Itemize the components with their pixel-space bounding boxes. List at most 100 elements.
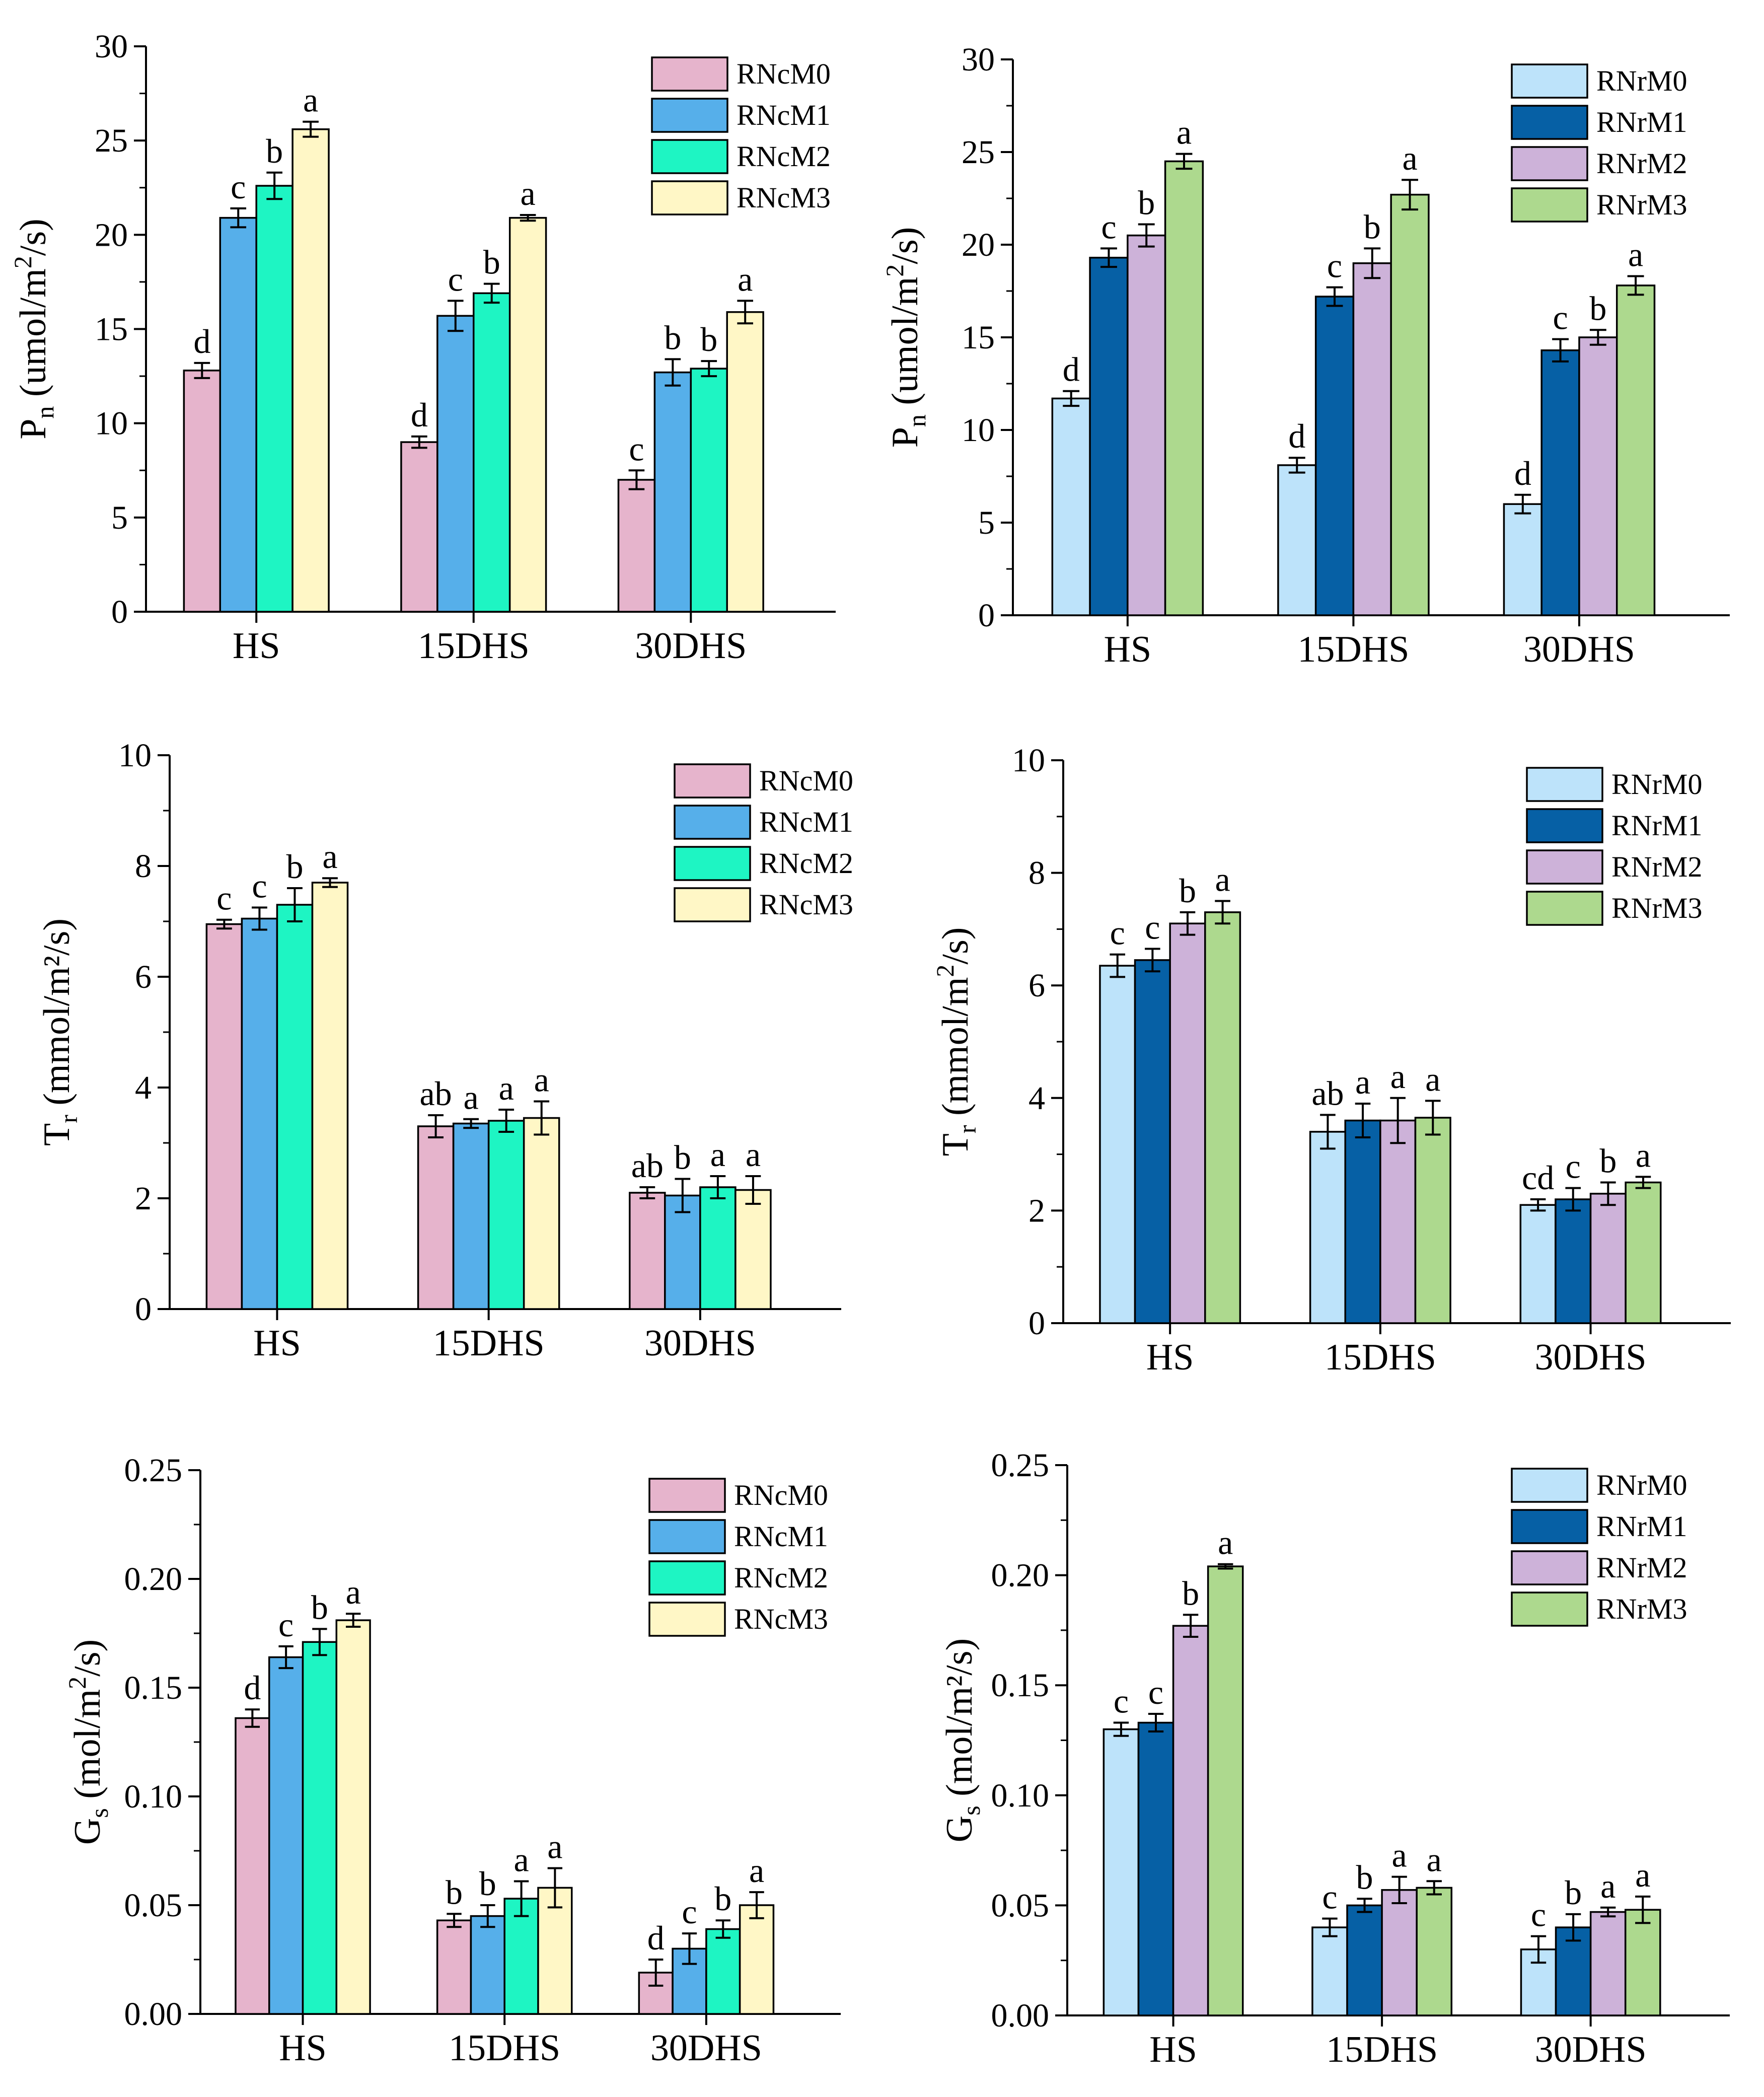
legend-label: RNrM3 bbox=[1611, 892, 1702, 924]
significance-letter: d bbox=[1514, 454, 1531, 492]
significance-letter: ab bbox=[631, 1146, 664, 1185]
bar-rncm3-15dhs bbox=[523, 1117, 560, 1310]
bar-rnrm1-15dhs bbox=[1314, 296, 1355, 616]
legend-swatch-rnrm2 bbox=[1511, 1550, 1588, 1585]
significance-letter: a bbox=[1390, 1057, 1406, 1096]
y-tick-label: 0.25 bbox=[124, 1452, 183, 1489]
legend-swatch-rncm3 bbox=[648, 1602, 726, 1637]
bar-rncm3-30dhs bbox=[726, 311, 764, 613]
y-tick-label: 0.20 bbox=[991, 1557, 1050, 1594]
significance-letter: a bbox=[1355, 1063, 1370, 1101]
legend-swatch-rnrm1 bbox=[1511, 1509, 1588, 1544]
legend-swatch-rnrm0 bbox=[1511, 1468, 1588, 1503]
y-tick-label: 6 bbox=[135, 959, 152, 995]
bar-rnrm2-30dhs bbox=[1589, 1911, 1627, 2016]
significance-letter: a bbox=[1425, 1060, 1440, 1098]
y-axis-label-sub: s bbox=[957, 1805, 985, 1815]
bar-rnrm2-hs bbox=[1127, 234, 1166, 616]
significance-letter: a bbox=[1427, 1840, 1442, 1878]
significance-letter: c bbox=[1114, 1682, 1129, 1720]
significance-letter: c bbox=[216, 879, 232, 917]
y-tick-label: 8 bbox=[1028, 855, 1045, 892]
y-tick-label: 2 bbox=[1028, 1192, 1045, 1229]
legend: RNcM0 RNcM1 RNcM2 RNcM3 bbox=[648, 1478, 828, 1637]
significance-letter: a bbox=[746, 1135, 761, 1174]
significance-letter: d bbox=[411, 396, 428, 434]
chart-panel-gs-rnc: 0.00 0.05 0.10 0.15 0.20 0.25 Gs (mol/m2/s) HS d… bbox=[63, 1452, 841, 2069]
x-category-label: HS bbox=[253, 1323, 301, 1364]
bar-rncm0-30dhs bbox=[617, 479, 656, 613]
bar-rnrm0-30dhs bbox=[1519, 1204, 1557, 1324]
y-tick-label: 0.15 bbox=[124, 1670, 183, 1706]
y-tick-label: 10 bbox=[1012, 742, 1045, 779]
y-tick-label: 4 bbox=[1028, 1080, 1045, 1117]
x-category-label: 15DHS bbox=[418, 625, 530, 667]
x-category-label: 15DHS bbox=[433, 1323, 545, 1364]
significance-letter: a bbox=[1635, 1856, 1650, 1894]
significance-letter: a bbox=[322, 837, 337, 876]
bar-rncm1-hs bbox=[241, 917, 278, 1310]
significance-letter: d bbox=[647, 1919, 665, 1957]
significance-letter: a bbox=[1600, 1867, 1615, 1905]
legend: RNrM0 RNrM1 RNrM2 RNrM3 bbox=[1526, 767, 1702, 926]
x-category-label: 30DHS bbox=[1535, 1337, 1647, 1378]
legend-swatch-rncm2 bbox=[648, 1560, 726, 1596]
significance-letter: a bbox=[521, 174, 536, 212]
bar-rnrm0-15dhs bbox=[1311, 1926, 1348, 2016]
bar-rncm2-hs bbox=[276, 904, 314, 1310]
legend-label: RNrM1 bbox=[1611, 809, 1702, 842]
x-category-label: 15DHS bbox=[1297, 629, 1409, 670]
significance-letter: a bbox=[1177, 113, 1192, 152]
significance-letter: a bbox=[749, 1851, 764, 1890]
bar-rnrm2-hs bbox=[1172, 1625, 1209, 2016]
y-axis-label-tail: /s) bbox=[935, 927, 976, 965]
significance-letter: b bbox=[479, 1864, 496, 1903]
bar-rncm1-15dhs bbox=[470, 1915, 505, 2015]
significance-letter: d bbox=[244, 1669, 261, 1707]
legend-swatch-rnrm1 bbox=[1511, 105, 1588, 140]
significance-letter: c bbox=[1145, 908, 1160, 947]
y-axis-label-sub: s bbox=[85, 1808, 113, 1818]
x-category-label: HS bbox=[1104, 629, 1152, 670]
legend-swatch-rncm1 bbox=[648, 1519, 726, 1554]
significance-letter: b bbox=[483, 243, 500, 281]
y-axis-label: Pn (umol/m2/s) bbox=[9, 219, 59, 440]
legend-swatch-rncm1 bbox=[674, 805, 751, 840]
bar-rncm2-30dhs bbox=[690, 368, 728, 613]
y-tick-label: 0.10 bbox=[991, 1777, 1050, 1814]
bar-rnrm2-15dhs bbox=[1352, 262, 1392, 616]
bar-rnrm3-15dhs bbox=[1414, 1117, 1451, 1324]
bar-rnrm0-hs bbox=[1102, 1728, 1140, 2016]
legend: RNcM0 RNcM1 RNcM2 RNcM3 bbox=[651, 56, 831, 215]
y-axis-label-main: T bbox=[36, 1123, 78, 1146]
x-category-label: 30DHS bbox=[650, 2028, 762, 2069]
legend-swatch-rnrm1 bbox=[1526, 808, 1603, 843]
significance-letter: c bbox=[1148, 1673, 1163, 1711]
significance-letter: c bbox=[629, 429, 644, 468]
x-category-label: HS bbox=[1149, 2029, 1197, 2070]
significance-letter: b bbox=[266, 132, 283, 170]
bar-rncm2-15dhs bbox=[487, 1120, 525, 1310]
y-tick-label: 30 bbox=[962, 41, 995, 78]
y-tick-label: 5 bbox=[111, 499, 128, 536]
significance-letter: ab bbox=[1311, 1074, 1344, 1112]
significance-letter: c bbox=[252, 867, 267, 905]
bar-rnrm2-30dhs bbox=[1589, 1193, 1627, 1324]
y-axis-label-sub: r bbox=[54, 1115, 83, 1123]
significance-letter: a bbox=[499, 1069, 514, 1107]
legend-label: RNrM3 bbox=[1596, 188, 1687, 221]
x-category-label: 30DHS bbox=[1523, 629, 1635, 670]
bar-rncm0-15dhs bbox=[436, 1919, 472, 2015]
x-category-label: 30DHS bbox=[1535, 2029, 1647, 2070]
significance-letter: a bbox=[1636, 1136, 1651, 1174]
y-tick-label: 8 bbox=[135, 848, 152, 885]
y-tick-label: 15 bbox=[95, 311, 128, 348]
bar-rncm0-15dhs bbox=[400, 441, 438, 613]
legend-swatch-rncm0 bbox=[648, 1478, 726, 1513]
bar-rnrm3-15dhs bbox=[1416, 1887, 1453, 2016]
legend-label: RNcM3 bbox=[734, 1603, 828, 1635]
y-axis-label-sup: 2 bbox=[931, 965, 959, 977]
y-axis-label-sup: 2 bbox=[9, 256, 37, 268]
